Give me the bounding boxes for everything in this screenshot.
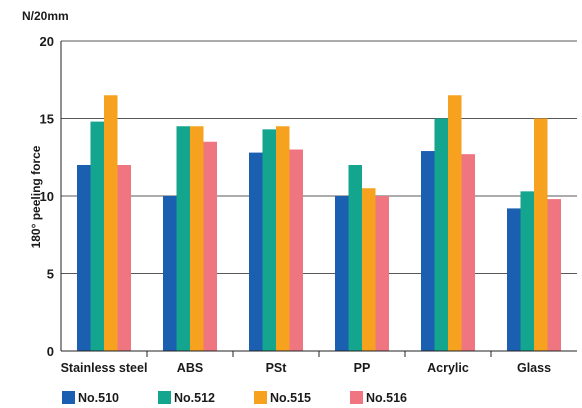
legend-label: No.515 bbox=[270, 391, 311, 405]
x-tick-label: PSt bbox=[266, 361, 288, 375]
bar bbox=[203, 141, 217, 351]
bar bbox=[249, 152, 263, 351]
x-tick-labels: Stainless steel ABS PSt PP Acrylic Glass bbox=[61, 361, 551, 375]
bar bbox=[176, 126, 190, 351]
bar bbox=[362, 188, 376, 351]
bar bbox=[375, 196, 389, 351]
bar bbox=[190, 126, 204, 351]
legend-swatch bbox=[158, 391, 171, 404]
legend-swatch bbox=[350, 391, 363, 404]
legend: No.510 No.512 No.515 No.516 bbox=[62, 391, 407, 405]
bar bbox=[335, 196, 349, 351]
bar bbox=[104, 95, 118, 351]
bar bbox=[276, 126, 290, 351]
bar bbox=[348, 165, 362, 351]
bar bbox=[90, 121, 104, 351]
legend-label: No.510 bbox=[78, 391, 119, 405]
bar bbox=[262, 129, 276, 351]
x-tick-label: PP bbox=[354, 361, 371, 375]
bar bbox=[163, 196, 177, 351]
bar bbox=[289, 149, 303, 351]
bar bbox=[77, 165, 91, 351]
bar bbox=[507, 208, 521, 351]
y-tick-label: 0 bbox=[47, 344, 54, 359]
legend-label: No.516 bbox=[366, 391, 407, 405]
legend-swatch bbox=[62, 391, 75, 404]
bar bbox=[520, 191, 534, 351]
bar bbox=[421, 151, 435, 351]
y-axis-label: 180° peeling force bbox=[29, 145, 43, 248]
grid-lines bbox=[61, 40, 577, 274]
bar bbox=[434, 118, 448, 351]
unit-label: N/20mm bbox=[22, 9, 69, 23]
y-tick-label: 5 bbox=[47, 267, 54, 282]
y-tick-label: 10 bbox=[40, 189, 54, 204]
bar bbox=[117, 165, 131, 351]
bar bbox=[547, 199, 561, 351]
bars bbox=[77, 95, 561, 351]
axes bbox=[60, 41, 577, 357]
legend-swatch bbox=[254, 391, 267, 404]
y-tick-label: 15 bbox=[40, 112, 54, 127]
y-tick-labels: 0 5 10 15 20 bbox=[40, 34, 54, 359]
x-tick-label: Glass bbox=[517, 361, 551, 375]
y-tick-label: 20 bbox=[40, 34, 54, 49]
bar bbox=[448, 95, 462, 351]
x-tick-label: Stainless steel bbox=[61, 361, 148, 375]
x-tick-label: ABS bbox=[177, 361, 203, 375]
x-tick-label: Acrylic bbox=[427, 361, 469, 375]
legend-label: No.512 bbox=[174, 391, 215, 405]
bar bbox=[461, 154, 475, 351]
bar bbox=[534, 118, 548, 351]
